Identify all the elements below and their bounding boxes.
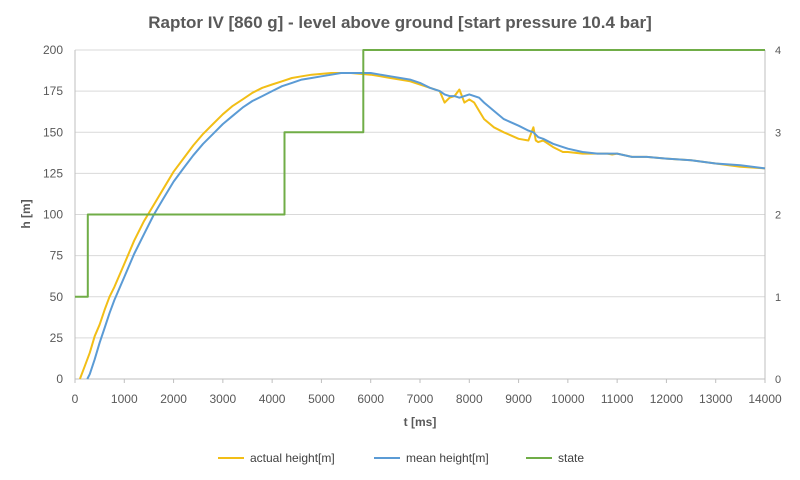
x-tick-label: 13000: [699, 392, 733, 406]
x-tick-label: 2000: [160, 392, 187, 406]
legend-label: mean height[m]: [406, 451, 489, 465]
y-tick-label: 175: [43, 84, 63, 98]
y-tick-label: 100: [43, 208, 63, 222]
x-tick-label: 11000: [601, 392, 634, 406]
x-tick-label: 5000: [308, 392, 335, 406]
gridlines: [75, 49, 765, 339]
x-tick-label: 8000: [456, 392, 483, 406]
legend-label: actual height[m]: [250, 451, 335, 465]
y2-tick-label: 4: [775, 45, 781, 57]
y-tick-label: 125: [43, 166, 63, 180]
y-tick-label: 150: [43, 125, 63, 139]
x-tick-label: 10000: [551, 392, 585, 406]
x-tick-label: 1000: [111, 392, 138, 406]
legend-label: state: [558, 451, 584, 465]
y2-tick-label: 0: [775, 374, 781, 386]
y-tick-label: 25: [50, 331, 64, 345]
y2-tick-label: 2: [775, 210, 781, 222]
legend-item: mean height[m]: [374, 451, 489, 465]
x-tick-label: 12000: [650, 392, 684, 406]
y-tick-label: 50: [50, 290, 64, 304]
y-tick-label: 75: [50, 249, 64, 263]
axes: [74, 50, 766, 383]
state-line: [75, 49, 765, 298]
y-axis-label: h [m]: [19, 199, 33, 228]
mean-height-line: [86, 72, 766, 380]
legend-item: state: [526, 451, 584, 465]
x-tick-label: 7000: [407, 392, 434, 406]
legend: actual height[m] mean height[m] state: [218, 451, 584, 465]
y-tick-label: 0: [56, 372, 63, 386]
y-tick-label: 200: [43, 43, 63, 57]
x-tick-label: 3000: [210, 392, 237, 406]
series-lines: [75, 49, 766, 380]
y2-tick-label: 3: [775, 127, 781, 139]
chart-title: Raptor IV [860 g] - level above ground […: [148, 13, 652, 32]
x-tick-label: 0: [72, 392, 79, 406]
x-axis-label: t [ms]: [404, 415, 437, 429]
x-tick-label: 6000: [357, 392, 384, 406]
x-tick-label: 14000: [748, 392, 782, 406]
x-tick-label: 9000: [505, 392, 532, 406]
actual-height-line: [78, 72, 766, 380]
y2-tick-label: 1: [775, 292, 781, 304]
x-tick-label: 4000: [259, 392, 286, 406]
legend-item: actual height[m]: [218, 451, 335, 465]
